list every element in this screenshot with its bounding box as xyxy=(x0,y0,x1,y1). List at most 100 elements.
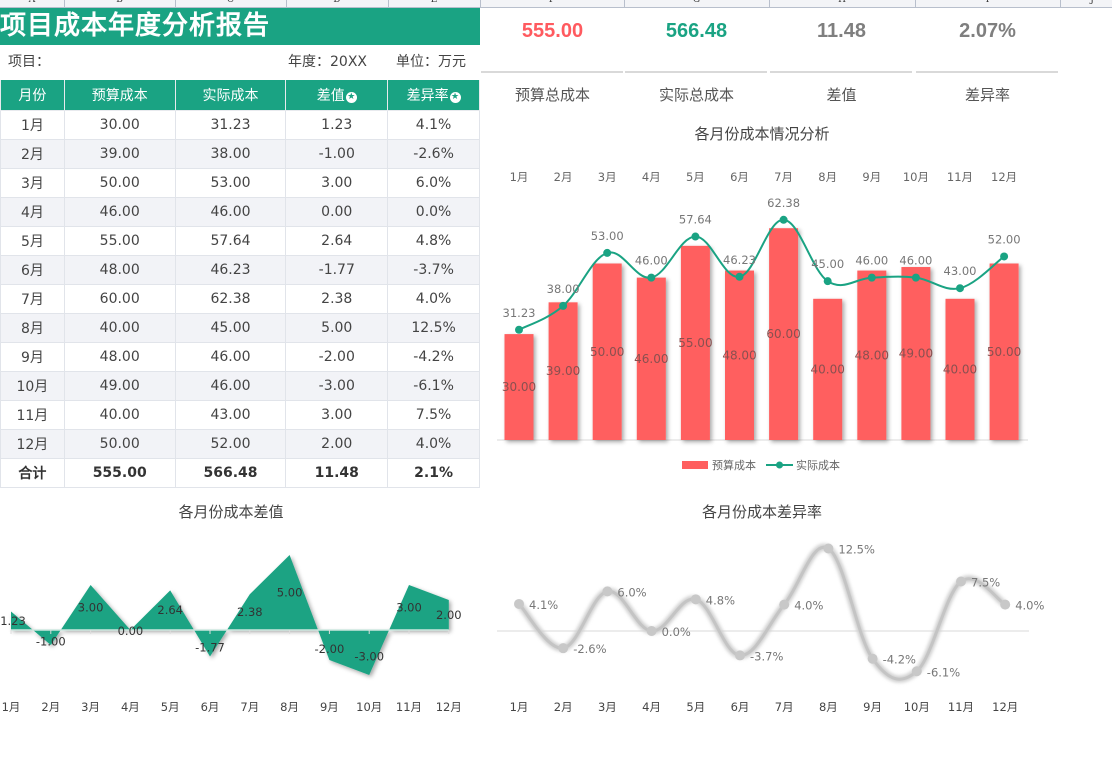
actual-point xyxy=(515,325,523,334)
column-letter[interactable]: A xyxy=(28,0,36,5)
x-tick-label: 2月 xyxy=(554,700,573,714)
total-cell[interactable]: 2.1% xyxy=(387,457,480,488)
column-letter[interactable]: G xyxy=(692,0,701,5)
header-variance-rate[interactable]: 差异率 ★ xyxy=(387,80,480,111)
column-letter[interactable]: H xyxy=(838,0,846,5)
data-label: 4.8% xyxy=(706,593,735,607)
column-letter[interactable]: J xyxy=(1090,0,1094,5)
budget-cell[interactable]: 48.00 xyxy=(63,254,176,285)
month-cell[interactable]: 10月 xyxy=(0,370,65,401)
total-cell[interactable]: 555.00 xyxy=(63,457,176,488)
circled-star-icon[interactable]: ★ xyxy=(449,91,461,103)
total-cell[interactable]: 合计 xyxy=(0,457,65,488)
line-data-label: 46.00 xyxy=(855,254,888,268)
difference-cell[interactable]: 1.23 xyxy=(285,109,389,140)
difference-cell[interactable]: 0.00 xyxy=(285,196,389,227)
budget-cell[interactable]: 55.00 xyxy=(63,225,176,256)
difference-cell[interactable]: 3.00 xyxy=(285,167,389,198)
actual-point xyxy=(735,272,744,281)
x-tick-label: 7月 xyxy=(775,700,794,714)
actual-cell[interactable]: 46.00 xyxy=(174,370,287,401)
header-month[interactable]: 月份 xyxy=(0,80,65,111)
x-tick-label: 1月 xyxy=(510,700,529,714)
rate-cell[interactable]: -4.2% xyxy=(387,341,480,372)
actual-cell[interactable]: 46.00 xyxy=(174,196,287,227)
rate-cell[interactable]: 12.5% xyxy=(387,312,480,343)
difference-cell[interactable]: 2.38 xyxy=(285,283,389,314)
month-cell[interactable]: 1月 xyxy=(0,109,65,140)
header-difference[interactable]: 差值 ★ xyxy=(285,80,389,111)
difference-area xyxy=(11,555,449,675)
month-cell[interactable]: 9月 xyxy=(0,341,65,372)
data-label: 3.00 xyxy=(396,601,422,615)
budget-cell[interactable]: 50.00 xyxy=(63,167,176,198)
actual-cell[interactable]: 53.00 xyxy=(174,167,287,198)
rate-point xyxy=(602,586,613,597)
column-letter[interactable]: C xyxy=(227,0,234,5)
x-tick-label: 3月 xyxy=(598,700,617,714)
data-label: 12.5% xyxy=(838,543,875,557)
difference-cell[interactable]: 3.00 xyxy=(285,399,389,430)
difference-cell[interactable]: 5.00 xyxy=(285,312,389,343)
month-cell[interactable]: 7月 xyxy=(0,283,65,314)
month-cell[interactable]: 11月 xyxy=(0,399,65,430)
data-label: -3.00 xyxy=(354,650,384,664)
month-cell[interactable]: 4月 xyxy=(0,196,65,227)
rate-cell[interactable]: -3.7% xyxy=(387,254,480,285)
total-cell[interactable]: 11.48 xyxy=(285,457,389,488)
actual-cell[interactable]: 62.38 xyxy=(174,283,287,314)
rate-cell[interactable]: 4.0% xyxy=(387,428,480,459)
budget-cell[interactable]: 39.00 xyxy=(63,138,176,169)
x-tick-label: 9月 xyxy=(320,700,339,714)
difference-cell[interactable]: 2.64 xyxy=(285,225,389,256)
kpi-label: 差值 xyxy=(826,86,857,104)
data-label: -4.2% xyxy=(883,653,916,667)
actual-cell[interactable]: 52.00 xyxy=(174,428,287,459)
rate-point xyxy=(911,666,922,677)
difference-cell[interactable]: -2.00 xyxy=(285,341,389,372)
budget-cell[interactable]: 50.00 xyxy=(63,428,176,459)
total-cell[interactable]: 566.48 xyxy=(174,457,287,488)
rate-cell[interactable]: 4.0% xyxy=(387,283,480,314)
month-cell[interactable]: 12月 xyxy=(0,428,65,459)
difference-cell[interactable]: 2.00 xyxy=(285,428,389,459)
line-data-label: 53.00 xyxy=(591,229,624,243)
rate-cell[interactable]: 0.0% xyxy=(387,196,480,227)
x-tick-label: 12月 xyxy=(991,170,1017,184)
actual-cell[interactable]: 45.00 xyxy=(174,312,287,343)
budget-cell[interactable]: 60.00 xyxy=(63,283,176,314)
bar-data-label: 30.00 xyxy=(502,380,536,394)
month-cell[interactable]: 8月 xyxy=(0,312,65,343)
chart-title-difference: 各月份成本差值 xyxy=(178,503,284,521)
actual-cell[interactable]: 46.23 xyxy=(174,254,287,285)
month-cell[interactable]: 6月 xyxy=(0,254,65,285)
column-letter[interactable]: B xyxy=(116,0,123,5)
column-divider xyxy=(286,0,287,8)
rate-cell[interactable]: 4.8% xyxy=(387,225,480,256)
actual-cell[interactable]: 57.64 xyxy=(174,225,287,256)
column-letter[interactable]: F xyxy=(548,0,556,5)
x-tick-label: 10月 xyxy=(903,170,929,184)
table-total-row: 合计 555.00 566.48 11.48 2.1% xyxy=(0,457,480,488)
column-letter[interactable]: E xyxy=(430,0,438,5)
column-letter[interactable]: D xyxy=(333,0,341,5)
budget-bar xyxy=(548,302,578,440)
circled-star-icon[interactable]: ★ xyxy=(345,91,357,103)
column-letter[interactable]: I xyxy=(985,0,990,5)
bar-data-label: 46.00 xyxy=(634,352,668,366)
budget-cell[interactable]: 49.00 xyxy=(63,370,176,401)
actual-cell[interactable]: 38.00 xyxy=(174,138,287,169)
bar-data-label: 55.00 xyxy=(678,336,712,350)
actual-cell[interactable]: 43.00 xyxy=(174,399,287,430)
data-label: 2.00 xyxy=(436,608,462,622)
data-label: 7.5% xyxy=(971,576,1000,590)
actual-cell[interactable]: 31.23 xyxy=(174,109,287,140)
budget-bar xyxy=(901,267,931,440)
budget-cell[interactable]: 46.00 xyxy=(63,196,176,227)
budget-cell[interactable]: 30.00 xyxy=(63,109,176,140)
actual-cell[interactable]: 46.00 xyxy=(174,341,287,372)
month-cell[interactable]: 2月 xyxy=(0,138,65,169)
difference-cell[interactable]: -3.00 xyxy=(285,370,389,401)
table-row: 10月 49.00 46.00 -3.00 -6.1% xyxy=(0,370,480,401)
rate-cell[interactable]: -6.1% xyxy=(387,370,480,401)
